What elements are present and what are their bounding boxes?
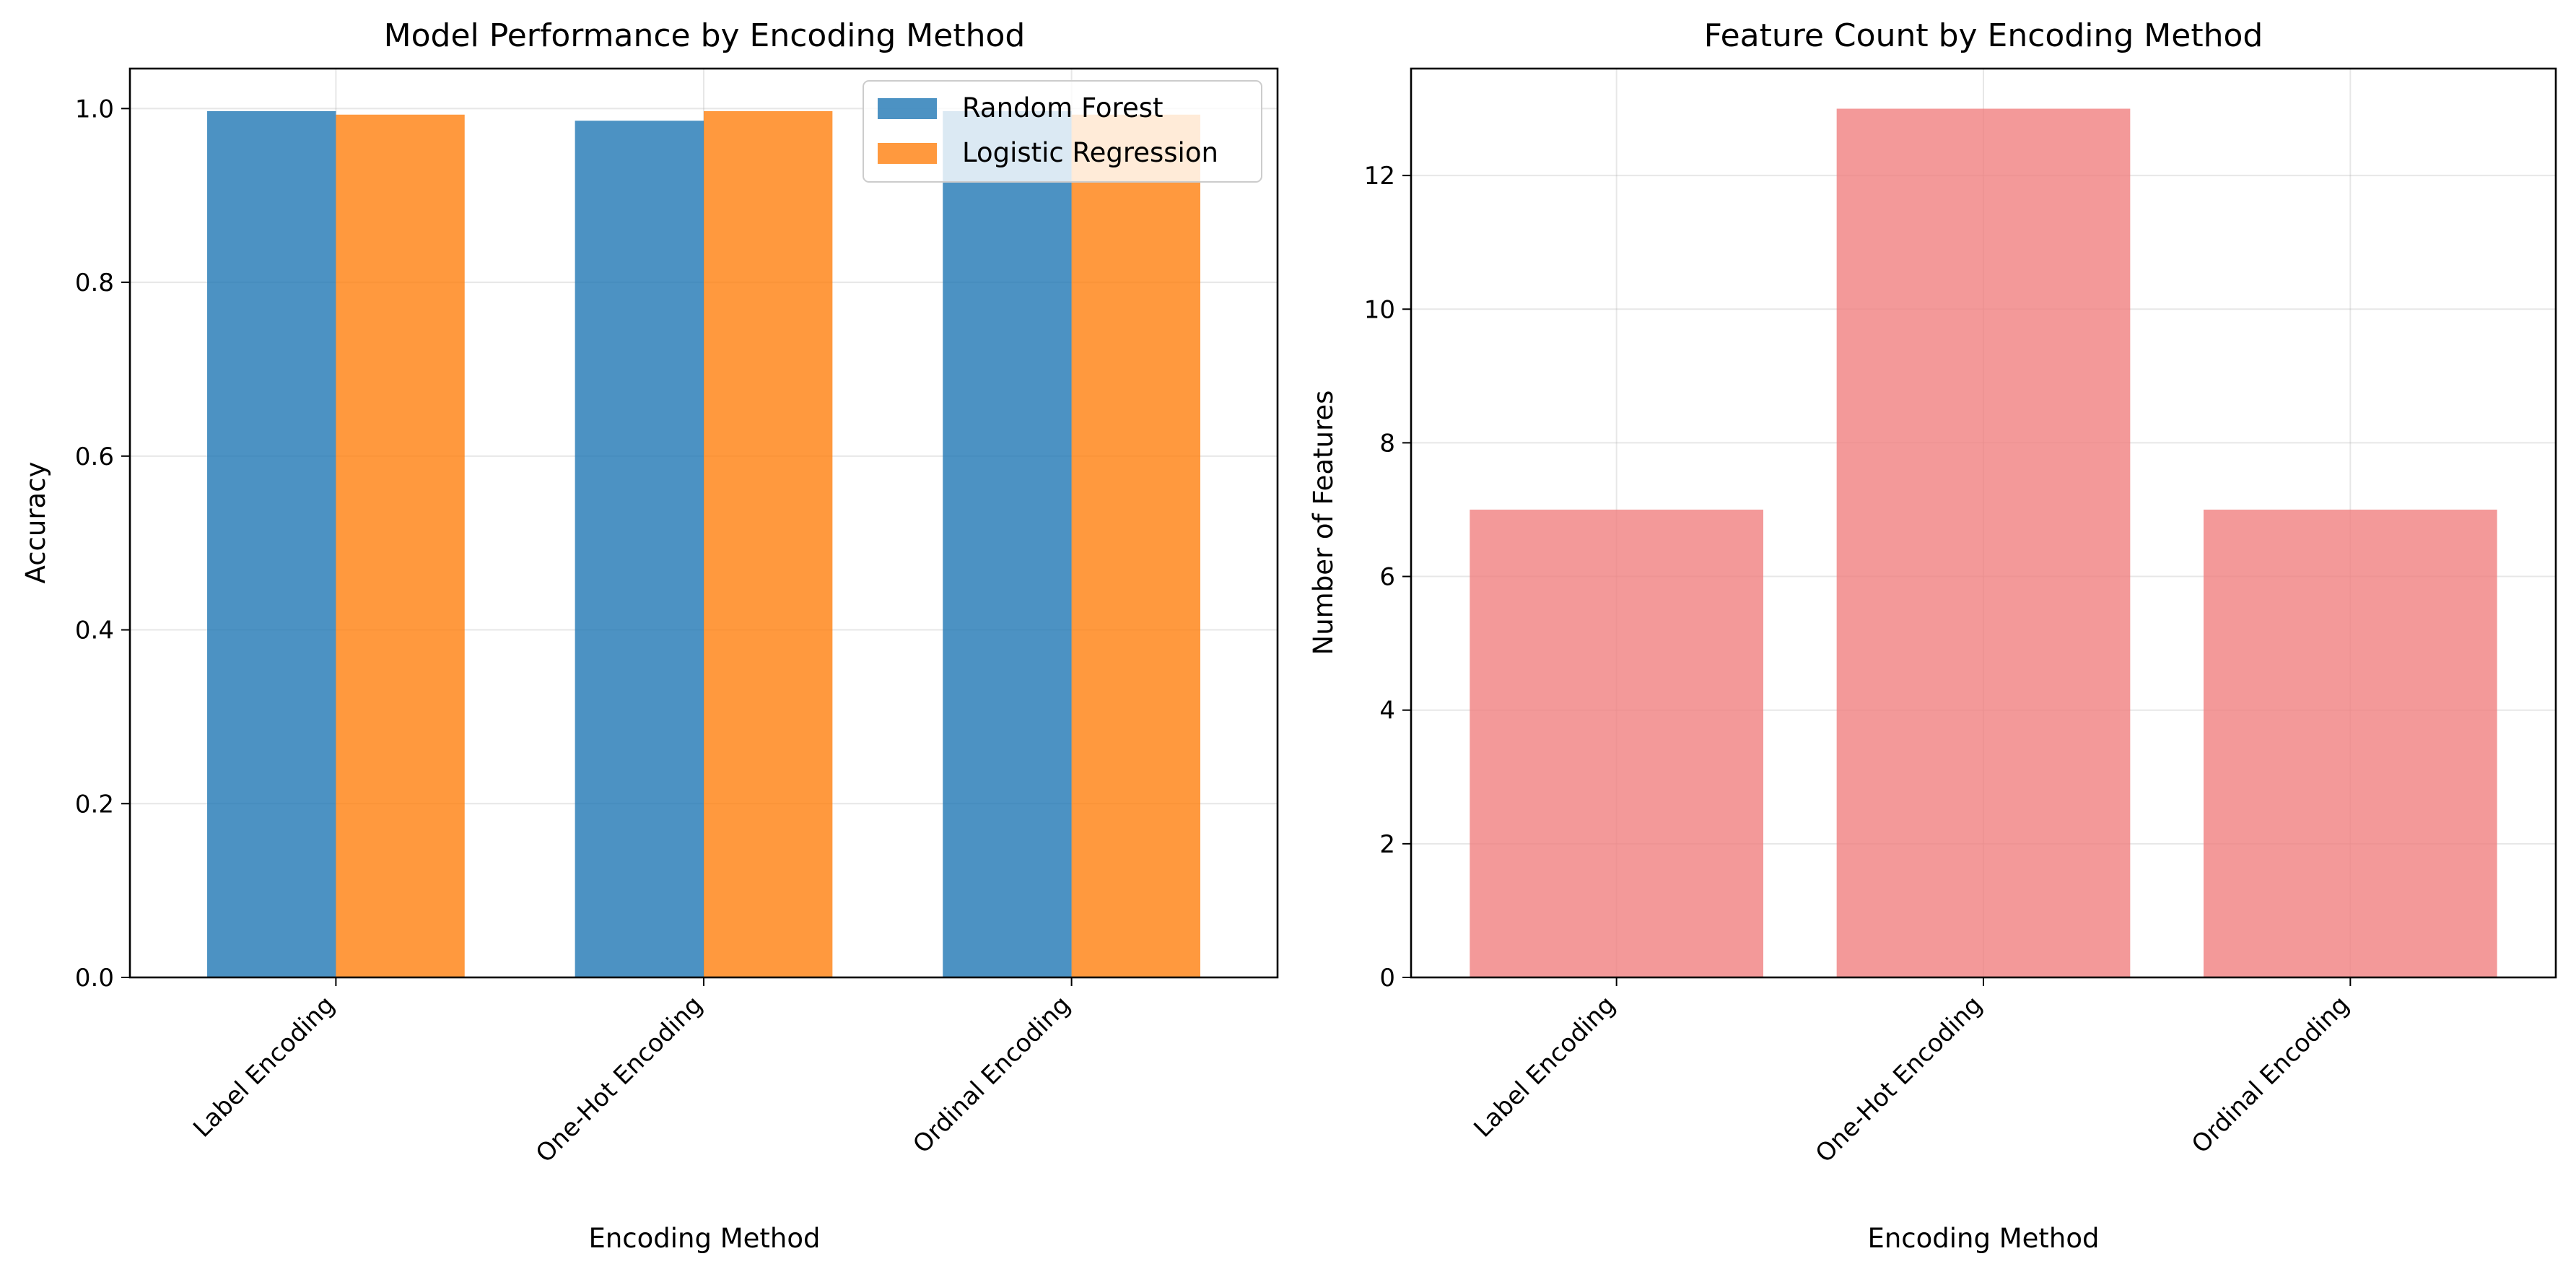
chart2-title: Feature Count by Encoding Method — [1704, 17, 2263, 54]
chart1-axes-frame — [128, 67, 1279, 979]
chart2-y-tick-label: 0 — [1379, 964, 1395, 993]
chart1-y-tick-label: 1.0 — [75, 95, 114, 123]
chart2-bar-label-encoding — [1470, 509, 1763, 977]
chart1-bars — [207, 110, 1200, 978]
chart1-y-tick-label: 0.0 — [75, 964, 114, 993]
chart1-title: Model Performance by Encoding Method — [384, 17, 1026, 54]
chart2-y-tick-label: 8 — [1379, 429, 1395, 458]
chart1-bar-random-forest-ordinal-encoding — [943, 110, 1072, 977]
legend-label-logistic-regression: Logistic Regression — [962, 137, 1218, 168]
chart1-y-tick-label: 0.6 — [75, 443, 114, 471]
chart2-bar-ordinal-encoding — [2204, 509, 2497, 977]
chart1-y-tick-label: 0.8 — [75, 269, 114, 297]
chart1-bar-logistic-regression-label-encoding — [336, 114, 465, 978]
chart2-y-tick-label: 6 — [1379, 563, 1395, 592]
chart1-y-tick-label: 0.4 — [75, 616, 114, 645]
chart2-bar-one-hot-encoding — [1836, 108, 2131, 978]
chart2-y-axis-label: Number of Features — [1308, 391, 1339, 655]
chart2-y-tick-label: 4 — [1379, 697, 1395, 725]
legend-label-random-forest: Random Forest — [962, 92, 1163, 123]
chart1-y-axis-label: Accuracy — [20, 462, 51, 584]
chart2-y-tick-label: 12 — [1364, 162, 1395, 191]
legend-swatch-random-forest — [878, 98, 937, 119]
chart2-y-tick-label: 2 — [1379, 830, 1395, 859]
chart-model-performance: Model Performance by Encoding Method Enc… — [20, 17, 1279, 1254]
chart2-y-tick-label: 10 — [1364, 295, 1395, 324]
chart2-axes-frame — [1410, 67, 2557, 979]
chart1-bar-random-forest-label-encoding — [207, 110, 336, 977]
chart1-bar-logistic-regression-one-hot-encoding — [704, 110, 833, 977]
chart1-x-axis-label: Encoding Method — [588, 1223, 820, 1254]
chart2-bars — [1470, 108, 2497, 978]
chart1-legend: Random Forest Logistic Regression — [863, 80, 1262, 183]
legend-swatch-logistic-regression — [878, 143, 937, 164]
chart2-x-axis-label: Encoding Method — [1867, 1223, 2099, 1254]
chart1-bar-logistic-regression-ordinal-encoding — [1071, 114, 1200, 978]
chart1-y-tick-label: 0.2 — [75, 790, 114, 819]
legend-box — [863, 80, 1262, 183]
chart1-bar-random-forest-one-hot-encoding — [575, 121, 704, 977]
